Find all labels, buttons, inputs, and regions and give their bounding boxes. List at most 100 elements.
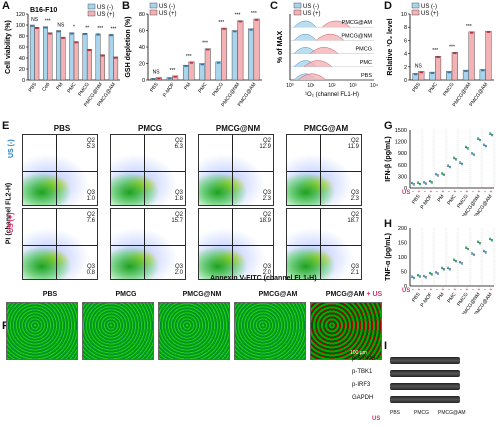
- chartD-sig-label: ***: [432, 48, 438, 54]
- chartH-point-plus: [479, 242, 481, 245]
- chartH-point-plus: [454, 259, 456, 262]
- chartG-point-minus: [435, 172, 437, 175]
- chart-c-row-label: PMCG@NM: [341, 33, 372, 39]
- panel-label-i: I: [384, 340, 388, 352]
- flow-q2-label: Q2 12.9: [259, 138, 271, 150]
- chartG-point-minus: [460, 162, 462, 165]
- chartG-point-plus: [443, 174, 445, 177]
- chartA-ylabel: Cell viability (%): [5, 20, 12, 74]
- chart-d-legend-label-plus: US (+): [421, 11, 439, 17]
- flow-gate-h: [199, 245, 273, 247]
- chartG-point-plus: [442, 173, 444, 175]
- chartG-category-label: PBS: [411, 193, 422, 205]
- chart-d-legend-swatch-plus: [411, 9, 420, 16]
- chartH-point-plus: [418, 274, 420, 277]
- chartG-point-minus: [459, 161, 461, 163]
- chart-b-legend-label-plus: US (+): [159, 11, 177, 17]
- chartH-point-minus: [448, 267, 450, 270]
- flow-gate-v: [144, 135, 146, 205]
- chart-a-legend-label-plus: US (+): [97, 12, 115, 18]
- western-blot-lane: [390, 356, 460, 365]
- flow-plot: Q2 5.3 Q3 1.0: [22, 134, 98, 206]
- chartA-bar-plus: [86, 49, 92, 81]
- chart-c-histogram-minus: [293, 33, 317, 41]
- chartB-point-minus: [153, 78, 156, 81]
- chart-a-legend-swatch-plus: [87, 10, 96, 17]
- chart-a: 0 20 40 60 80 100 120 Cell viability (%) PBS NS Ce…: [5, 3, 120, 108]
- chartB-category-label: PMC: [197, 81, 209, 94]
- chartG-point-plus: [491, 134, 493, 137]
- flow-scatter: [199, 135, 273, 205]
- chartA-bar-plus: [100, 54, 105, 81]
- flow-q2-label: Q2 18.7: [347, 212, 359, 224]
- chartG-ylabel: IFN-β (pg/mL): [385, 136, 392, 181]
- chartH-point-minus: [473, 254, 475, 257]
- chartB-sig-label: ***: [202, 41, 208, 47]
- flow-plot: Q2 7.6 Q3 0.8: [22, 208, 98, 280]
- chartD-category-label: PMC: [428, 81, 440, 94]
- flow-q3-label: Q3 2.0: [174, 264, 183, 276]
- chartH-us-sign: -: [412, 287, 414, 293]
- flow-q3-label: Q3 1.8: [174, 190, 183, 202]
- chartB-point-minus: [251, 28, 253, 31]
- chartB-point-plus: [224, 28, 226, 30]
- chartH-point-plus: [430, 272, 432, 275]
- chartD-ytick-label: 0: [404, 78, 407, 84]
- flow-q2-label: Q2 5.3: [86, 138, 95, 150]
- chartG-point-minus: [484, 144, 486, 147]
- chartH-point-minus: [484, 250, 486, 253]
- chartD-ytick-label: 10: [401, 12, 407, 18]
- chartH-us-sign: -: [484, 287, 486, 293]
- chartB-bar-plus: [204, 48, 211, 81]
- chartH-point-minus: [412, 276, 414, 279]
- chart-c-legend-label-minus: US (-): [303, 4, 319, 10]
- panel-label-d: D: [384, 0, 392, 12]
- western-blot-band: [390, 396, 460, 403]
- microscopy-label: PMCG@AM + US: [325, 291, 383, 298]
- chartD-point-plus: [454, 52, 457, 55]
- chartH-ytick-label: 0: [404, 284, 407, 290]
- western-blot-band: [390, 383, 460, 390]
- chartB-bar-minus: [231, 30, 238, 81]
- chart-c-histogram-plus: [321, 20, 351, 28]
- chartA-point-minus: [111, 34, 114, 37]
- chart-a-legend-swatch-minus: [87, 3, 96, 10]
- chart-c-row-label: PMCG: [356, 47, 373, 53]
- chartG-us-sign: +: [478, 189, 481, 195]
- chartH-ytick-label: 100: [398, 255, 407, 261]
- flow-q2-label: Q2 18.9: [259, 212, 271, 224]
- flow-gate-v: [320, 209, 322, 279]
- chartH-point-minus: [437, 273, 439, 276]
- chartG-point-plus: [431, 182, 433, 184]
- chart-c-xtick: 10²: [328, 83, 336, 89]
- chartA-ytick-label: 0: [22, 78, 25, 84]
- chart-c-row-label: PMC: [360, 60, 372, 66]
- chartH-us-sign: +: [466, 287, 469, 293]
- chartG-point-plus: [490, 133, 492, 136]
- microscopy-image: [6, 302, 78, 360]
- chartA-category-label: PM: [55, 82, 64, 92]
- chartG-point-minus: [472, 153, 474, 155]
- flow-gate-h: [23, 171, 97, 173]
- flow-row-label-us-plus: US (+): [8, 212, 15, 233]
- chartD-point-plus: [488, 31, 491, 34]
- chartA-bar-plus: [73, 41, 79, 81]
- chartB-point-minus: [202, 63, 205, 66]
- chartG-category-label: PM: [436, 194, 445, 204]
- chartB-ytick-label: 40: [139, 45, 145, 51]
- flow-q2-label: Q2 15.7: [171, 212, 183, 224]
- chartA-point-plus: [63, 37, 65, 39]
- chartG-point-minus: [471, 151, 473, 154]
- chartA-ytick-label: 80: [19, 34, 25, 40]
- chartG-point-minus: [424, 182, 426, 184]
- chartA-sig-label: **: [85, 25, 89, 31]
- chart-d-legend-swatch-minus: [411, 2, 420, 9]
- western-blot-row-label: GAPDH: [352, 395, 374, 401]
- chartB-point-minus: [218, 61, 221, 64]
- chartH-point-plus: [478, 241, 480, 244]
- chartG-point-plus: [454, 157, 456, 160]
- chartG-us-sign: -: [412, 189, 414, 195]
- chartH-point-plus: [467, 248, 469, 251]
- chartB-point-plus: [191, 61, 194, 64]
- chartD-bar-plus: [485, 30, 492, 81]
